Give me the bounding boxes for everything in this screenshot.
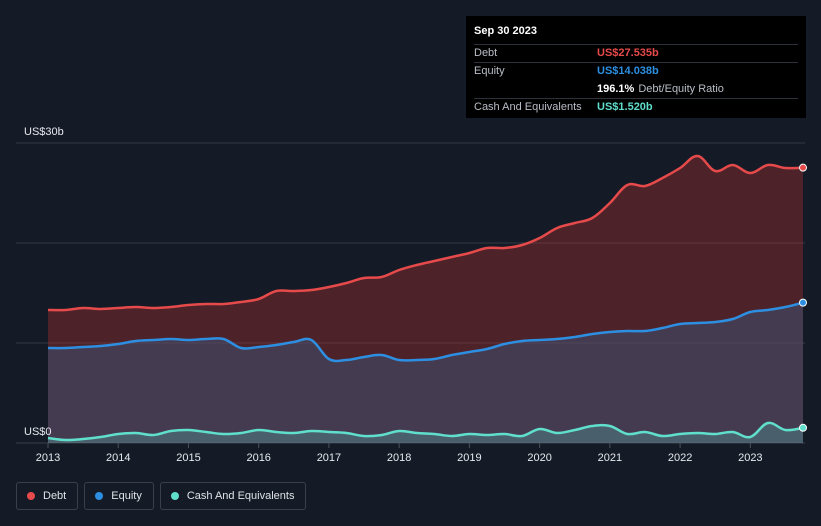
x-tick-label-2014: 2014	[106, 452, 130, 464]
tooltip-equity-row: Equity US$14.038b	[474, 62, 798, 80]
x-axis-ticks: 2013 2014 2015 2016 2017 2018 2019 2020 2021 2022…	[36, 443, 763, 464]
debt-line	[47, 154, 804, 312]
tooltip-equity-label: Equity	[474, 65, 505, 77]
tooltip-date: Sep 30 2023	[474, 25, 537, 37]
x-tick-label-2019: 2019	[457, 452, 481, 464]
equity-end-marker	[799, 298, 807, 307]
legend-debt-label: Debt	[43, 490, 67, 502]
x-tick-label-2013: 2013	[36, 452, 60, 464]
tooltip-cash-row: Cash And Equivalents US$1.520b	[474, 98, 798, 116]
tooltip-equity-value: US$14.038b	[597, 65, 659, 77]
x-tick-label-2022: 2022	[668, 452, 692, 464]
debt-area	[48, 155, 803, 443]
y-axis-bottom-label: US$0	[24, 426, 52, 438]
grid-lines	[16, 142, 805, 444]
equity-dot-icon	[95, 492, 104, 500]
cash-and-equivalents-line	[47, 421, 804, 442]
equity-area	[48, 302, 803, 443]
tooltip-ratio-row: 196.1% Debt/Equity Ratio	[474, 80, 798, 98]
legend-cash-label: Cash And Equivalents	[186, 490, 295, 502]
x-tick-label-2017: 2017	[317, 452, 341, 464]
debt-dot-icon	[27, 492, 35, 500]
x-tick-label-2015: 2015	[176, 452, 200, 464]
tooltip-debt-label: Debt	[474, 47, 498, 59]
cash-and-equivalents-end-marker	[799, 423, 807, 432]
x-tick-label-2023: 2023	[738, 452, 762, 464]
series-lines	[47, 154, 804, 442]
series-areas	[48, 155, 803, 443]
debt-end-marker	[799, 163, 807, 172]
legend-item-debt[interactable]: Debt	[16, 482, 79, 510]
legend-equity-label: Equity	[111, 490, 142, 502]
tooltip-cash-value: US$1.520b	[597, 101, 653, 113]
data-tooltip: Sep 30 2023 Debt US$27.535b Equity US$14…	[466, 16, 806, 118]
tooltip-debt-value: US$27.535b	[597, 47, 659, 59]
tooltip-cash-label: Cash And Equivalents	[474, 101, 582, 113]
x-tick-label-2020: 2020	[527, 452, 551, 464]
legend-item-equity[interactable]: Equity	[84, 482, 154, 510]
tooltip-ratio-label: Debt/Equity Ratio	[638, 83, 724, 95]
chart-legend: Debt Equity Cash And Equivalents	[16, 482, 307, 510]
x-tick-label-2016: 2016	[246, 452, 270, 464]
cash-dot-icon	[170, 492, 179, 500]
legend-item-cash[interactable]: Cash And Equivalents	[159, 482, 307, 510]
x-tick-label-2021: 2021	[598, 452, 622, 464]
equity-line	[47, 301, 804, 363]
tooltip-ratio-value: 196.1%	[597, 83, 635, 95]
end-markers	[799, 163, 807, 432]
y-axis-top-label: US$30b	[24, 126, 64, 138]
x-tick-label-2018: 2018	[387, 452, 411, 464]
tooltip-debt-row: Debt US$27.535b	[474, 44, 798, 62]
